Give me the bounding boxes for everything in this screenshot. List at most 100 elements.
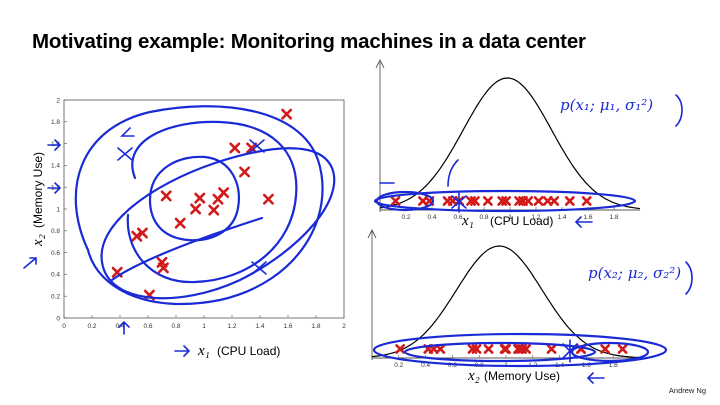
density2-data-mark-stroke [471, 344, 482, 354]
density2-data-mark-stroke [428, 344, 439, 354]
scatter-y-tick-label: 0.2 [51, 294, 60, 301]
scatter-x-ticks: 0 0.2 0.4 0.6 0.8 1 1.2 1.4 1.6 1.8 2 [62, 315, 346, 330]
density1-data-mark-stroke [523, 196, 534, 206]
density-chart-x2: 0.2 0.4 0.6 0.8 1 1.2 1.4 1.6 1.8 x₂ (Memory Use… [367, 228, 641, 384]
scatter-point-stroke [131, 230, 143, 242]
annotation-tilted-ellipse [100, 147, 336, 300]
annotation-density1-arrow [574, 216, 593, 228]
density2-data-marks [395, 344, 628, 354]
scatter-y-tick-label: 2 [56, 97, 60, 104]
density2-data-mark [617, 344, 628, 354]
annotation-outer-contour [74, 105, 324, 306]
density2-data-mark [501, 344, 511, 354]
annotation-anomaly-x-3 [251, 261, 267, 275]
density1-data-mark [501, 196, 512, 206]
density2-x-tick-label: 0.6 [448, 362, 457, 369]
scatter-point-stroke [194, 192, 206, 204]
annotation-stroke [110, 216, 264, 282]
annotation-density2-paren [685, 261, 693, 295]
annotation-arrow-xlabel [174, 345, 191, 357]
density1-data-mark-stroke [501, 196, 512, 206]
annotation-density2-outer-ring [372, 332, 668, 368]
annotation-density1-left-ring [375, 190, 435, 212]
scatter-point [190, 203, 202, 215]
density1-data-mark-stroke [581, 196, 592, 206]
density2-gaussian-curve [371, 245, 641, 359]
density1-data-mark [533, 196, 544, 206]
density2-x-tick-label: 1.6 [582, 362, 591, 369]
density1-x-ticks: 0.2 0.4 0.6 0.8 1 1.2 1.4 1.6 1.8 [401, 207, 619, 221]
density2-data-mark-stroke [501, 344, 511, 354]
density-chart-x1: 0.2 0.4 0.6 0.8 1 1.2 1.4 1.6 1.8 x₁ (CPU Load) [375, 58, 641, 229]
annotation-density1-hook [447, 159, 459, 187]
density1-gaussian-curve [379, 77, 641, 210]
scatter-x-tick-label: 1.6 [283, 323, 292, 330]
density2-x-axis-label: (Memory Use) [484, 369, 560, 383]
density2-data-mark [483, 344, 494, 354]
scatter-y-tick-label: 1 [56, 206, 60, 213]
density1-y-arrow [375, 58, 385, 69]
annotation-density2-formula: p(x₂; μ₂, σ₂²) [588, 264, 681, 282]
density1-data-mark [581, 196, 592, 206]
density2-data-mark-stroke [395, 344, 406, 354]
density1-x-tick-label: 0.6 [453, 214, 462, 221]
annotation-arrow-x-low [118, 320, 130, 335]
density2-data-mark [395, 344, 406, 354]
density2-data-mark [435, 344, 446, 354]
density1-x-axis-label: (CPU Load) [490, 214, 553, 228]
annotation-density1-formula: p(x₁; μ₁, σ₁²) [560, 96, 653, 114]
scatter-y-tick-label: 0.8 [51, 228, 60, 235]
scatter-point [131, 230, 143, 242]
density2-data-mark-stroke [521, 344, 532, 354]
density1-x-tick-label: 0.2 [401, 214, 410, 221]
density2-data-mark-stroke [514, 344, 525, 354]
annotation-density2-arrow [586, 372, 605, 384]
density1-annotations: p(x₁; μ₁, σ₁²) [373, 94, 683, 228]
annotation-anomaly-x-2 [249, 139, 265, 153]
scatter-y-tick-label: 0.4 [51, 272, 60, 279]
density1-data-mark-stroke [564, 196, 575, 206]
scatter-point [174, 217, 186, 229]
scatter-point-stroke [208, 204, 220, 216]
annotation-density1-star [451, 191, 467, 213]
scatter-x-axis-symbol: x₁ [197, 343, 210, 359]
scatter-points [111, 108, 293, 301]
scatter-point-stroke [174, 217, 186, 229]
density1-data-mark [549, 196, 560, 206]
density1-data-mark [390, 196, 401, 206]
density2-annotations: p(x₂; μ₂, σ₂²) [372, 261, 693, 384]
density2-x-axis-symbol: x₂ [467, 368, 480, 384]
density1-data-mark [469, 196, 480, 206]
scatter-point-stroke [229, 142, 241, 154]
density1-x-tick-label: 1.6 [583, 214, 592, 221]
scatter-point-stroke [281, 108, 293, 120]
annotation-arrow-y-high [47, 139, 62, 151]
scatter-point [136, 227, 148, 239]
annotation-anomaly-x-1 [117, 147, 133, 161]
annotation-density1-outer-ring [373, 189, 637, 213]
density2-data-mark-stroke [483, 344, 494, 354]
density1-data-mark-stroke [549, 196, 560, 206]
scatter-point [281, 108, 293, 120]
scatter-point [239, 166, 251, 178]
scatter-x-tick-label: 1.4 [255, 323, 264, 330]
scatter-point-stroke [157, 262, 169, 274]
scatter-y-axis-symbol: x₂ [30, 234, 46, 247]
annotation-arrow-top [120, 127, 135, 137]
density2-data-mark-stroke [546, 344, 557, 354]
scatter-x-axis-label: (CPU Load) [217, 344, 280, 358]
scatter-point [160, 190, 172, 202]
scatter-point-stroke [190, 203, 202, 215]
scatter-x-tick-label: 1.2 [227, 323, 236, 330]
scatter-point [208, 204, 220, 216]
density2-data-mark-stroke [617, 344, 628, 354]
density1-x-tick-label: 0.8 [479, 214, 488, 221]
annotation-arrow-y-mid [47, 182, 62, 194]
density1-data-mark [482, 196, 493, 206]
scatter-y-tick-label: 0.6 [51, 250, 60, 257]
density2-x-tick-label: 1.8 [609, 362, 618, 369]
scatter-point [218, 187, 230, 199]
density1-data-mark-stroke [533, 196, 544, 206]
scatter-point-stroke [239, 166, 251, 178]
